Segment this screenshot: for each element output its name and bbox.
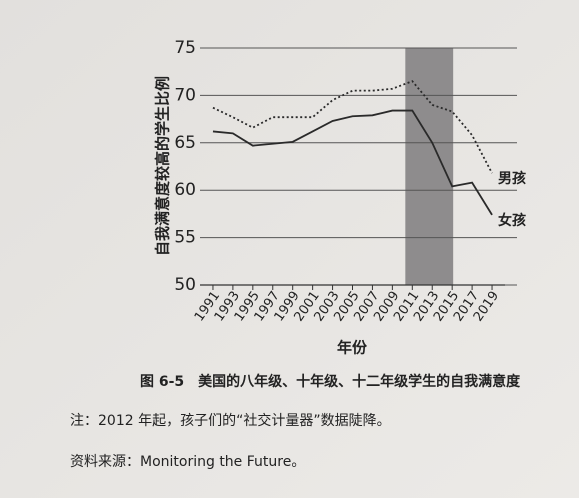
y-tick-label: 70 xyxy=(174,85,196,105)
series-line xyxy=(212,109,493,216)
y-axis-label: 自我满意度较高的学生比例 xyxy=(154,76,172,256)
x-axis-label: 年份 xyxy=(337,339,368,357)
y-tick-label: 75 xyxy=(174,38,196,58)
note: 注：2012 年起，孩子们的“社交计量器”数据陡降。 xyxy=(70,412,391,429)
source: 资料来源：Monitoring the Future。 xyxy=(70,454,305,470)
series-label: 女孩 xyxy=(498,212,526,229)
y-tick-label: 60 xyxy=(174,180,196,200)
y-tick-label: 55 xyxy=(174,228,196,248)
caption: 图 6-5 美国的八年级、十年级、十二年级学生的自我满意度 xyxy=(140,373,521,390)
series-label: 男孩 xyxy=(498,170,526,187)
series-line xyxy=(212,80,493,174)
y-tick-label: 65 xyxy=(174,133,196,153)
highlight-band xyxy=(405,48,454,285)
y-tick-label: 50 xyxy=(174,275,196,295)
